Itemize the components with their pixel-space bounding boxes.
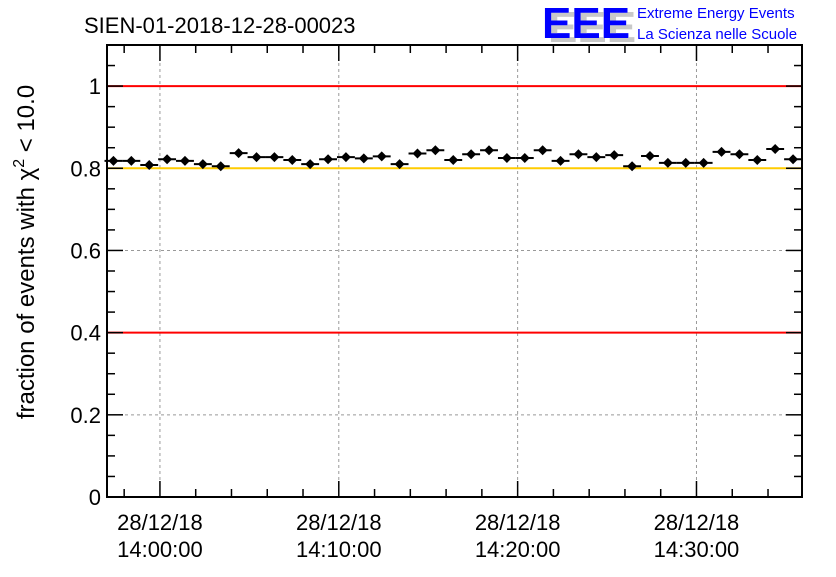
data-point bbox=[770, 143, 781, 154]
data-point bbox=[394, 159, 405, 170]
data-point bbox=[466, 149, 477, 160]
data-point bbox=[609, 150, 620, 161]
data-point bbox=[662, 157, 673, 168]
data-point bbox=[144, 159, 155, 170]
reference-lines bbox=[107, 85, 802, 334]
data-point bbox=[305, 159, 316, 170]
data-point bbox=[484, 145, 495, 156]
logo-line1: Extreme Energy Events bbox=[637, 5, 795, 22]
data-point bbox=[412, 148, 423, 159]
data-point bbox=[215, 161, 226, 172]
y-axis-label: fraction of events with χ2 < 10.0 bbox=[11, 85, 40, 419]
data-point bbox=[752, 155, 763, 166]
data-point bbox=[537, 145, 548, 156]
x-tick-label-time: 14:00:00 bbox=[117, 537, 203, 562]
data-point bbox=[108, 155, 119, 166]
data-point bbox=[340, 152, 351, 163]
data-point bbox=[716, 146, 727, 157]
data-point bbox=[573, 149, 584, 160]
y-tick-label: 0.2 bbox=[70, 403, 101, 428]
data-point bbox=[358, 153, 369, 164]
data-point bbox=[627, 161, 638, 172]
data-point bbox=[555, 155, 566, 166]
x-tick-label-date: 28/12/18 bbox=[296, 510, 382, 535]
x-tick-label-time: 14:30:00 bbox=[654, 537, 740, 562]
y-tick-label: 0 bbox=[89, 485, 101, 510]
data-point bbox=[179, 155, 190, 166]
axes: 00.20.40.60.8128/12/1814:00:0028/12/1814… bbox=[70, 44, 803, 562]
x-tick-label-date: 28/12/18 bbox=[654, 510, 740, 535]
y-tick-label: 1 bbox=[89, 74, 101, 99]
data-point bbox=[323, 154, 334, 165]
data-point bbox=[698, 157, 709, 168]
data-point bbox=[788, 154, 799, 165]
grid bbox=[107, 45, 802, 498]
logo: EEE Extreme Energy Events La Scienza nel… bbox=[542, 0, 797, 48]
data-point bbox=[448, 155, 459, 166]
data-point bbox=[430, 145, 441, 156]
data-point bbox=[126, 155, 137, 166]
y-tick-label: 0.6 bbox=[70, 238, 101, 263]
plot-frame bbox=[106, 44, 803, 498]
data-point bbox=[501, 153, 512, 163]
data-points bbox=[104, 143, 802, 172]
y-tick-label: 0.4 bbox=[70, 321, 101, 346]
data-point bbox=[162, 154, 173, 165]
x-tick-label-time: 14:20:00 bbox=[475, 537, 561, 562]
data-point bbox=[233, 148, 244, 159]
data-point bbox=[644, 150, 655, 161]
data-point bbox=[376, 151, 387, 162]
chart-title: SIEN-01-2018-12-28-00023 bbox=[84, 13, 356, 38]
data-point bbox=[269, 152, 280, 163]
data-point bbox=[287, 155, 298, 166]
x-tick-label-date: 28/12/18 bbox=[117, 510, 203, 535]
x-tick-label-date: 28/12/18 bbox=[475, 510, 561, 535]
data-point bbox=[680, 157, 691, 168]
x-tick-label-time: 14:10:00 bbox=[296, 537, 382, 562]
data-point bbox=[519, 153, 530, 163]
logo-line2: La Scienza nelle Scuole bbox=[637, 26, 797, 43]
data-point bbox=[591, 152, 602, 163]
data-point bbox=[197, 159, 208, 170]
data-point bbox=[734, 149, 745, 160]
logo-mark: EEE bbox=[542, 0, 630, 48]
data-point bbox=[251, 152, 262, 163]
y-tick-label: 0.8 bbox=[70, 156, 101, 181]
